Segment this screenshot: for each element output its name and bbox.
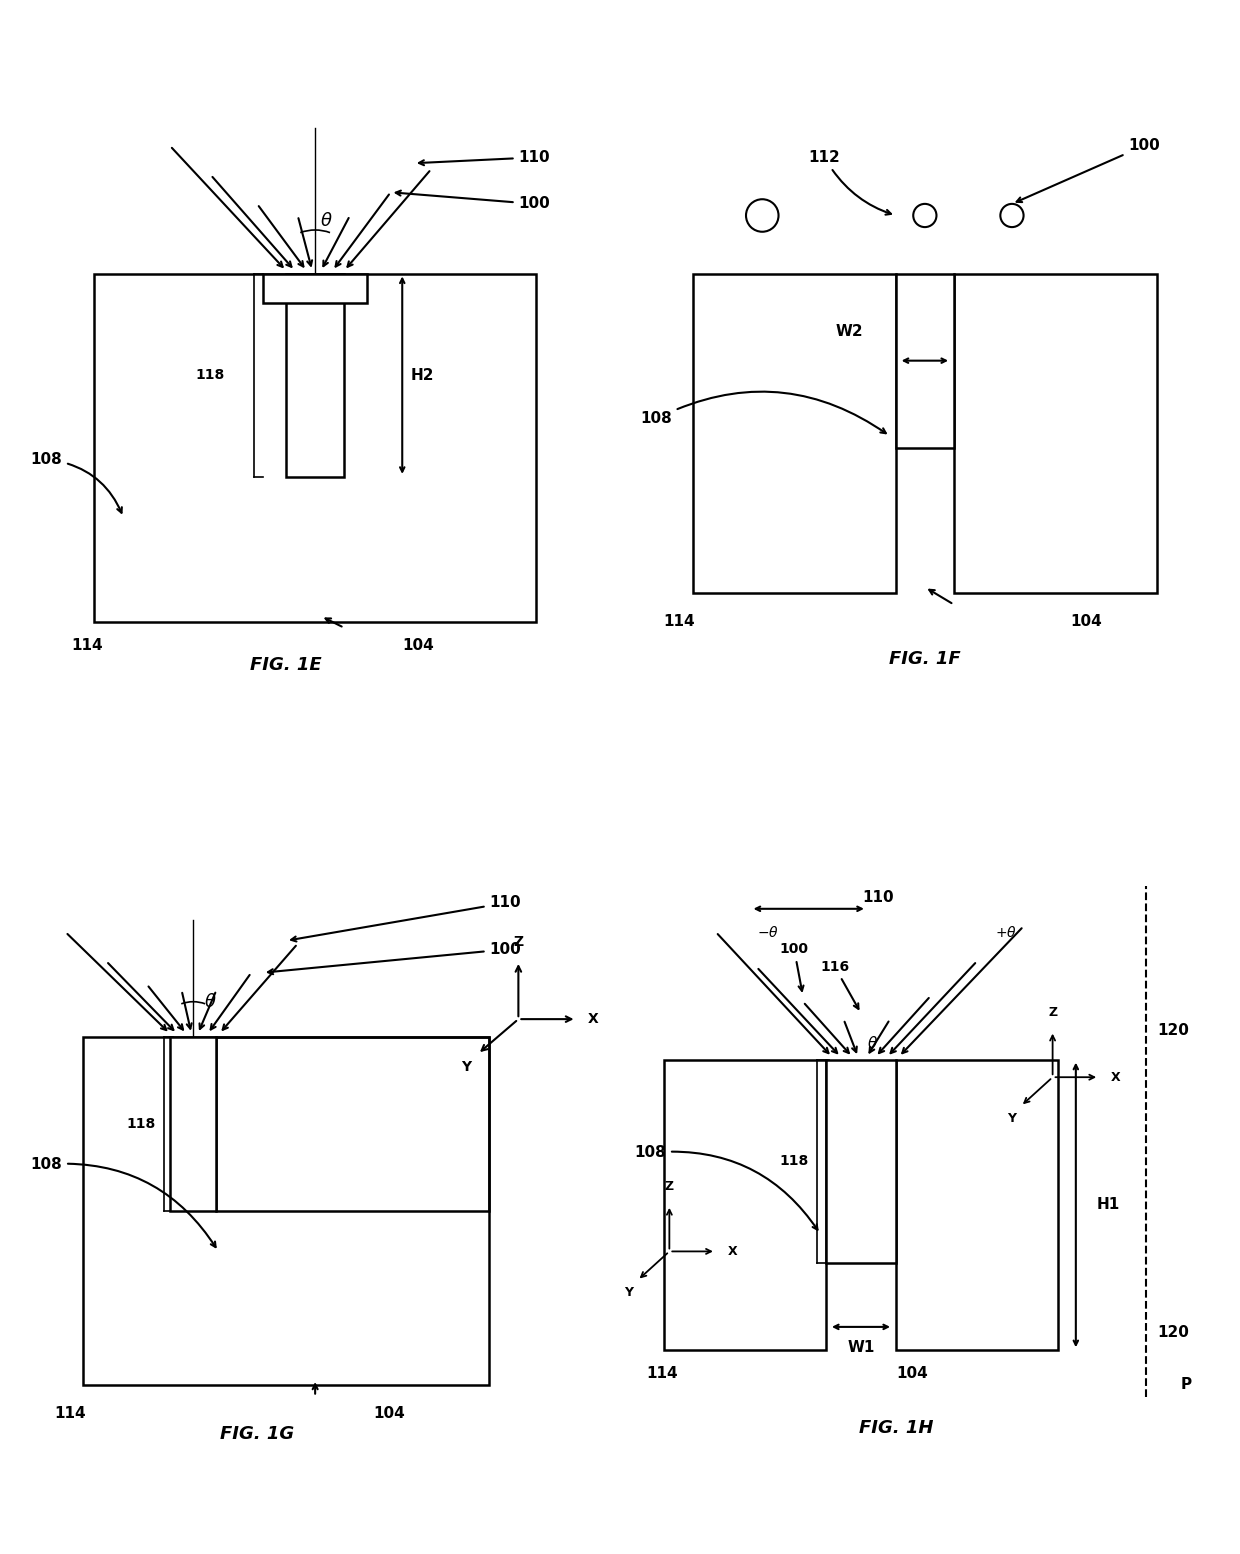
Text: Z: Z — [665, 1181, 673, 1193]
Text: X: X — [1111, 1071, 1120, 1083]
Text: 116: 116 — [820, 960, 858, 1009]
Bar — [954, 274, 1157, 594]
Text: FIG. 1H: FIG. 1H — [858, 1419, 932, 1437]
Bar — [663, 1060, 826, 1350]
Text: 114: 114 — [663, 614, 696, 629]
Text: 120: 120 — [1157, 1326, 1189, 1340]
Text: 100: 100 — [1017, 138, 1159, 202]
Text: 108: 108 — [635, 1145, 817, 1229]
Bar — [83, 1037, 490, 1385]
Text: 100: 100 — [268, 942, 521, 974]
Text: $+\theta$: $+\theta$ — [996, 925, 1017, 940]
Text: 120: 120 — [1157, 1023, 1189, 1038]
Bar — [895, 1060, 1059, 1350]
Text: 104: 104 — [1070, 614, 1102, 629]
Text: 110: 110 — [419, 149, 551, 165]
Text: 104: 104 — [402, 637, 434, 653]
Text: 114: 114 — [646, 1366, 678, 1382]
Text: W2: W2 — [836, 325, 863, 339]
Text: $\theta$: $\theta$ — [867, 1035, 878, 1051]
Text: 108: 108 — [31, 1156, 216, 1248]
Bar — [170, 1037, 217, 1211]
Text: P: P — [1180, 1377, 1192, 1392]
Text: 114: 114 — [53, 1406, 86, 1422]
Bar — [286, 274, 345, 477]
Text: 104: 104 — [373, 1406, 405, 1422]
Text: 110: 110 — [291, 895, 521, 942]
Bar — [693, 274, 895, 594]
Text: 100: 100 — [396, 191, 551, 211]
Text: $\theta$: $\theta$ — [320, 213, 334, 230]
Text: $\theta$: $\theta$ — [205, 993, 217, 1010]
Text: FIG. 1E: FIG. 1E — [250, 656, 322, 674]
Text: FIG. 1F: FIG. 1F — [889, 651, 961, 668]
Text: Y: Y — [624, 1287, 634, 1299]
Text: H1: H1 — [1096, 1198, 1120, 1212]
Text: 110: 110 — [863, 890, 894, 904]
Text: 114: 114 — [71, 637, 103, 653]
Text: 100: 100 — [780, 942, 808, 991]
Text: Y: Y — [461, 1060, 471, 1074]
Text: 108: 108 — [31, 452, 122, 513]
Text: Z: Z — [513, 936, 523, 949]
Text: $-\theta$: $-\theta$ — [758, 925, 779, 940]
Text: FIG. 1G: FIG. 1G — [219, 1425, 294, 1444]
Bar — [895, 274, 954, 448]
Bar — [826, 1060, 895, 1263]
Text: W1: W1 — [847, 1340, 874, 1355]
Bar — [94, 274, 536, 622]
Text: X: X — [728, 1245, 737, 1257]
Text: 104: 104 — [895, 1366, 928, 1382]
Text: 118: 118 — [196, 368, 226, 382]
Text: 108: 108 — [640, 392, 885, 434]
Text: H2: H2 — [410, 368, 434, 382]
Text: X: X — [588, 1012, 599, 1026]
Text: 118: 118 — [126, 1117, 155, 1131]
Bar — [217, 1037, 490, 1211]
Text: Y: Y — [1007, 1113, 1017, 1125]
Bar — [263, 274, 367, 303]
Text: 112: 112 — [808, 149, 892, 214]
Text: 118: 118 — [780, 1155, 808, 1169]
Text: Z: Z — [1048, 1005, 1058, 1019]
